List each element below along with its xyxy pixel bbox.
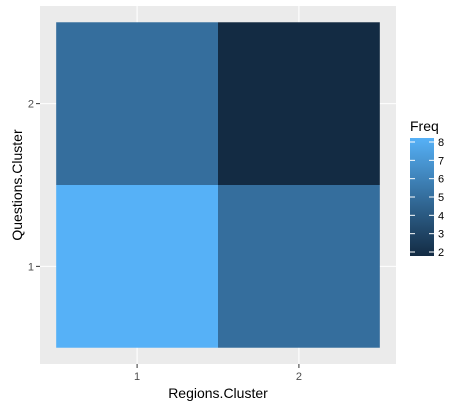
legend-tick-labels: 2 3 4 5 6 7 8 <box>438 137 444 259</box>
legend-label-2: 2 <box>438 247 444 259</box>
legend-label-4: 4 <box>438 210 444 222</box>
legend: Freq 2 3 4 5 6 7 8 <box>410 118 444 259</box>
legend-label-5: 5 <box>438 192 444 204</box>
y-tick-label-2: 2 <box>28 99 34 111</box>
y-axis-title: Questions.Cluster <box>9 129 25 241</box>
legend-title: Freq <box>410 118 439 134</box>
x-tick-label-1: 1 <box>134 371 140 383</box>
legend-label-3: 3 <box>438 229 444 241</box>
y-tick-label-1: 1 <box>28 261 34 273</box>
heatmap-tiles <box>56 22 380 348</box>
heatmap-tile-x2-y2 <box>218 22 380 185</box>
axis-ticks <box>36 103 300 368</box>
heatmap-tile-x2-y1 <box>218 185 380 348</box>
legend-label-8: 8 <box>438 137 444 149</box>
legend-label-6: 6 <box>438 174 444 186</box>
heatmap-tile-x1-y1 <box>56 185 218 348</box>
legend-ticks <box>410 141 434 253</box>
legend-label-7: 7 <box>438 155 444 167</box>
x-tick-label-2: 2 <box>296 371 302 383</box>
heatmap-tile-x1-y2 <box>56 22 218 185</box>
x-axis-title: Regions.Cluster <box>168 385 268 401</box>
y-axis-tick-labels: 12 <box>28 99 34 274</box>
